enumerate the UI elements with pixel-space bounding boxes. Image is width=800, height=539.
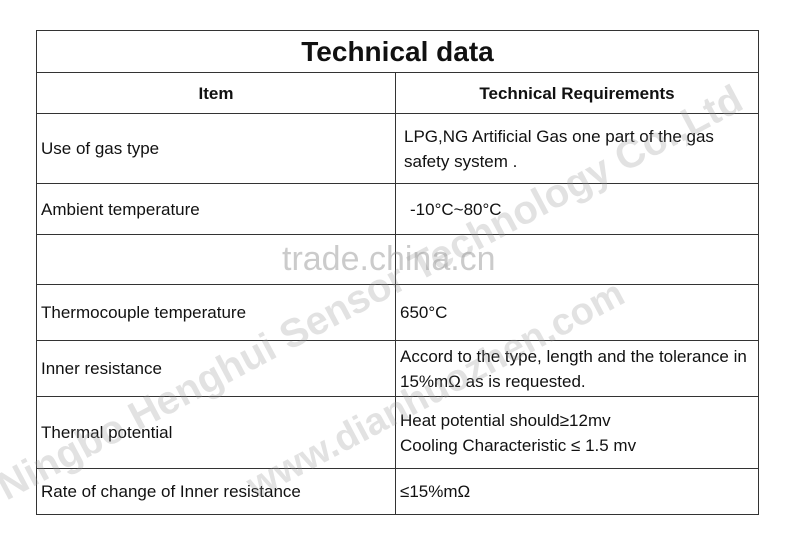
empty-cell: [36, 234, 396, 285]
item-cell: Thermal potential: [36, 396, 396, 469]
item-cell: Ambient temperature: [36, 183, 396, 235]
value-cell: ≤15%mΩ: [395, 468, 759, 515]
header-cell: Technical Requirements: [395, 72, 759, 114]
value-line: Cooling Characteristic ≤ 1.5 mv: [400, 435, 637, 455]
value-cell: 650°C: [395, 284, 759, 341]
value-cell: Heat potential should≥12mv Cooling Chara…: [395, 396, 759, 469]
value-cell: -10°C~80°C: [395, 183, 759, 235]
spec-table: Technical data Item Technical Requiremen…: [36, 30, 759, 515]
table-title: Technical data: [36, 30, 759, 73]
item-cell: Thermocouple temperature: [36, 284, 396, 341]
header-cell: Item: [36, 72, 396, 114]
item-cell: Rate of change of Inner resistance: [36, 468, 396, 515]
value-cell: Accord to the type, length and the toler…: [395, 340, 759, 397]
value-cell: LPG,NG Artificial Gas one part of the ga…: [395, 113, 759, 184]
item-cell: Use of gas type: [36, 113, 396, 184]
item-cell: Inner resistance: [36, 340, 396, 397]
empty-cell: [395, 234, 759, 285]
value-line: Heat potential should≥12mv: [400, 410, 611, 430]
